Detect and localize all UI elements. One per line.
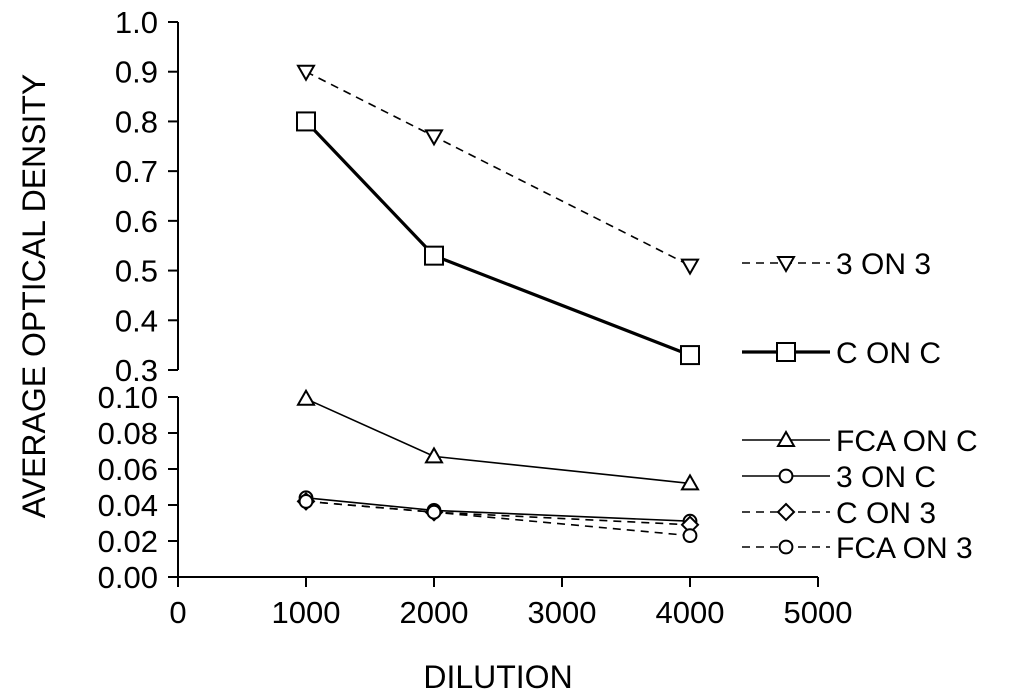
y-tick-label-upper: 0.6	[115, 204, 158, 239]
y-axis-title: AVERAGE OPTICAL DENSITY	[16, 74, 52, 519]
legend-marker-fca-on-3	[778, 539, 794, 555]
y-tick-label-lower: 0.06	[98, 452, 158, 487]
legend-label-3-on-c: 3 ON C	[836, 461, 936, 494]
data-point-3-on-3	[680, 258, 700, 276]
x-tick-label: 0	[169, 595, 186, 630]
series-line-3-on-3	[305, 71, 691, 267]
data-point-fca-on-3	[682, 528, 698, 543]
series-fca-on-3	[298, 494, 698, 543]
y-tick-label-lower: 0.04	[98, 488, 158, 523]
axes: 0.3 0.4 0.5 0.6 0.7 0.8 0.9 1.0 0.000.020.040.06…	[98, 5, 853, 630]
legend-label-c-on-3: C ON 3	[836, 497, 936, 530]
legend-item-c-on-3: C ON 3	[742, 497, 936, 530]
x-tick-label: 5000	[784, 595, 853, 630]
x-axis-title: DILUTION	[423, 659, 572, 695]
legend-item-3-on-c: 3 ON C	[742, 461, 936, 494]
legend-label-fca-on-3: FCA ON 3	[836, 532, 973, 565]
y-tick-label-upper: 0.9	[115, 55, 158, 90]
data-point-c-on-c	[680, 345, 700, 366]
data-point-fca-on-c	[424, 446, 444, 464]
data-point-fca-on-c	[680, 473, 700, 491]
y-tick-label-lower: 0.02	[98, 524, 158, 559]
legend-item-fca-on-c: FCA ON C	[742, 425, 978, 458]
x-tick-label: 2000	[400, 595, 469, 630]
legend-marker-fca-on-c	[776, 429, 796, 447]
y-tick-label-upper: 0.5	[115, 254, 158, 289]
data-point-fca-on-3	[298, 494, 314, 509]
data-point-3-on-3	[296, 64, 316, 82]
data-point-fca-on-c	[296, 388, 316, 406]
x-tick-label: 4000	[656, 595, 725, 630]
y-tick-label-upper: 0.3	[115, 353, 158, 388]
series-3-on-c	[298, 490, 698, 529]
legend-marker-3-on-c	[778, 468, 794, 484]
series-line-fca-on-c	[305, 398, 691, 485]
legend-marker-c-on-3	[776, 502, 796, 522]
legend-label-3-on-3: 3 ON 3	[836, 248, 931, 281]
y-tick-label-upper: 0.7	[115, 154, 158, 189]
x-tick-label: 3000	[528, 595, 597, 630]
series-3-on-3	[296, 64, 700, 276]
y-tick-label-lower: 0.00	[98, 560, 158, 595]
series-line-c-on-c	[304, 120, 691, 357]
x-tick-label: 1000	[272, 595, 341, 630]
legend-item-3-on-3: 3 ON 3	[742, 248, 931, 281]
data-point-3-on-3	[424, 129, 444, 147]
legend-item-fca-on-3: FCA ON 3	[742, 532, 973, 565]
series-c-on-c	[296, 111, 700, 366]
legend-label-fca-on-c: FCA ON C	[836, 425, 978, 458]
legend-marker-3-on-3	[776, 256, 796, 274]
series-line-3-on-c	[305, 497, 691, 522]
series-layer	[296, 64, 700, 543]
series-fca-on-c	[296, 388, 700, 491]
y-tick-label-lower: 0.08	[98, 416, 158, 451]
legend-item-c-on-c: C ON C	[742, 337, 941, 370]
legend-marker-c-on-c	[776, 342, 796, 362]
data-point-fca-on-3	[426, 504, 442, 520]
legend-label-c-on-c: C ON C	[836, 337, 941, 370]
y-tick-label-upper: 0.4	[115, 303, 158, 338]
y-tick-label-upper: 1.0	[115, 5, 158, 40]
data-point-c-on-c	[424, 245, 444, 266]
data-point-c-on-c	[296, 111, 316, 132]
y-tick-label-lower: 0.10	[98, 380, 158, 415]
y-tick-label-upper: 0.8	[115, 104, 158, 139]
